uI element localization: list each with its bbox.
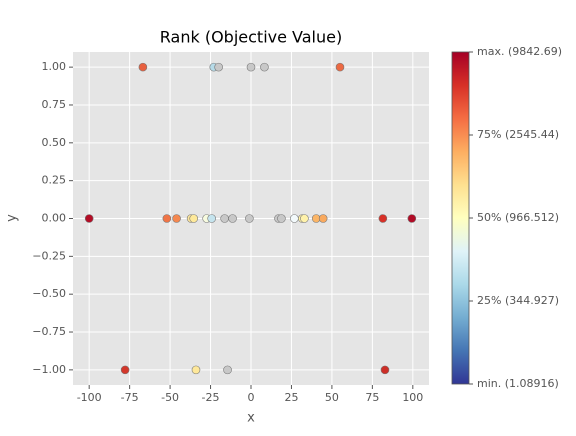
point — [245, 214, 254, 223]
y-tick-label: 0.50 — [42, 136, 67, 149]
colorbar-tick-label: 75% (2545.44) — [477, 128, 559, 141]
chart-title: Rank (Objective Value) — [160, 28, 342, 47]
point — [207, 214, 216, 223]
x-tick-label: 75 — [365, 391, 379, 404]
point — [162, 214, 172, 223]
colorbar-tick-label: max. (9842.69) — [477, 45, 562, 58]
y-tick-label: 0.75 — [42, 98, 67, 111]
point — [120, 365, 130, 375]
point — [290, 214, 299, 223]
y-tick-label: −0.75 — [32, 325, 66, 338]
point — [84, 214, 94, 223]
x-tick-label: 25 — [284, 391, 298, 404]
point — [228, 214, 237, 223]
x-tick-label: 100 — [402, 391, 423, 404]
point — [277, 214, 286, 223]
colorbar — [451, 51, 470, 385]
y-tick-label: 1.00 — [42, 60, 67, 73]
y-tick-label: 0.25 — [42, 174, 67, 187]
point — [138, 62, 148, 72]
point — [172, 214, 181, 223]
point — [335, 62, 345, 72]
x-tick-label: -50 — [161, 391, 179, 404]
y-tick-label: −0.50 — [32, 287, 66, 300]
point — [318, 214, 328, 223]
point — [380, 365, 390, 375]
point — [407, 214, 417, 223]
y-tick-label: −0.25 — [32, 249, 66, 262]
x-tick-label: -25 — [202, 391, 220, 404]
point — [223, 365, 232, 375]
point — [260, 62, 269, 72]
point — [378, 214, 388, 223]
x-tick-label: -100 — [77, 391, 102, 404]
y-axis-label: y — [5, 214, 20, 222]
y-tick-label: 0.00 — [42, 212, 67, 225]
x-tick-label: 50 — [325, 391, 339, 404]
point — [300, 214, 309, 223]
x-tick-label: -75 — [121, 391, 139, 404]
colorbar-tick-label: 50% (966.512) — [477, 211, 559, 224]
y-tick-label: −1.00 — [32, 363, 66, 376]
colorbar-tick-label: 25% (344.927) — [477, 294, 559, 307]
colorbar-tick-label: min. (1.08916) — [477, 377, 559, 390]
x-tick-label: 0 — [248, 391, 255, 404]
point — [189, 214, 199, 223]
point — [220, 214, 229, 223]
point — [246, 62, 256, 72]
point — [191, 365, 201, 375]
point — [214, 62, 223, 72]
x-axis-label: x — [247, 411, 255, 426]
